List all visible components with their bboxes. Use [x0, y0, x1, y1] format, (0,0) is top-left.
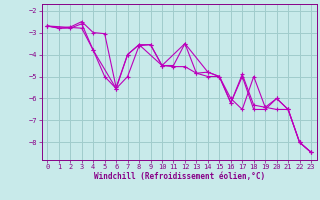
X-axis label: Windchill (Refroidissement éolien,°C): Windchill (Refroidissement éolien,°C)	[94, 172, 265, 181]
